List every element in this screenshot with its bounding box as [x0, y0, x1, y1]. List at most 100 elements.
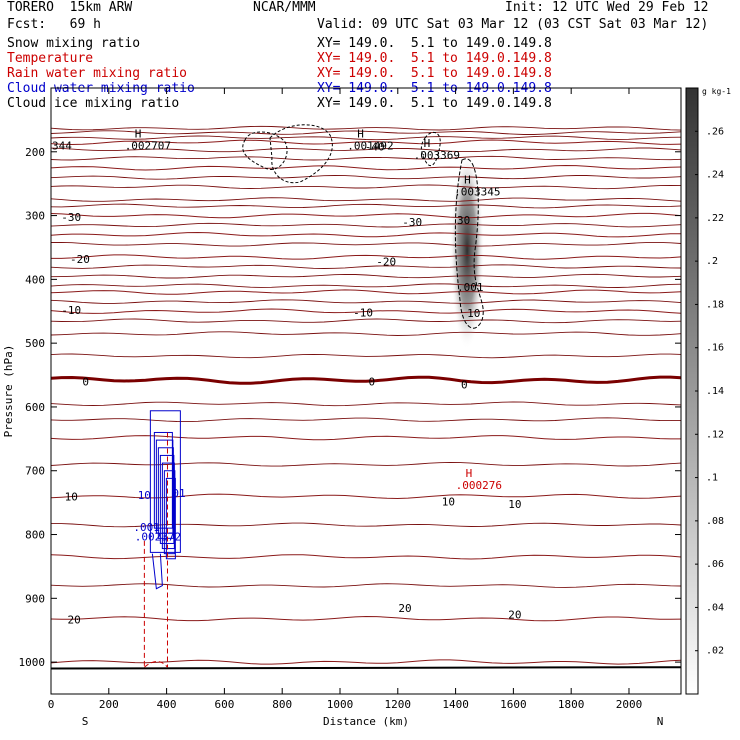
- colorbar-tick-label: .16: [706, 343, 724, 354]
- temperature-contour: [50, 231, 682, 238]
- y-tick-label: 800: [25, 529, 45, 542]
- temperature-label: -10: [353, 307, 373, 320]
- legend-name-cloud-ice: Cloud ice mixing ratio: [7, 96, 180, 111]
- temperature-label: -10: [61, 304, 81, 317]
- legend-xy-cloud-ice: XY= 149.0. 5.1 to 149.0.149.8: [317, 96, 552, 111]
- org-label: NCAR/MMM: [253, 0, 316, 15]
- cloud-water-label: 01: [172, 487, 185, 500]
- temperature-contour: [50, 164, 682, 171]
- isotherm-line: [50, 135, 682, 141]
- legend-name-rain: Rain water mixing ratio: [7, 66, 188, 81]
- isotherm-line: [50, 125, 682, 131]
- temperature-label: 20: [508, 608, 521, 621]
- temperature-contour: [50, 139, 682, 146]
- isotherm-line: [50, 401, 682, 407]
- temperature-label: -30: [61, 211, 81, 224]
- legend-xy-rain: XY= 149.0. 5.1 to 149.0.149.8: [317, 66, 552, 81]
- model-title: TORERO 15km ARW: [7, 0, 133, 15]
- x-axis-label: Distance (km): [323, 715, 409, 728]
- temperature-label: 0: [461, 379, 468, 392]
- cloud-ice-contour: [269, 124, 333, 184]
- high-marker: H: [357, 127, 364, 140]
- isotherm-line: [50, 147, 682, 153]
- cloud-ice-contour: [242, 131, 288, 170]
- isotherm-line: [50, 184, 682, 190]
- isotherm-line: [50, 203, 682, 209]
- colorbar-tick-label: .2: [706, 256, 718, 267]
- temperature-label: 10: [442, 495, 455, 508]
- x-tick-label: 1400: [442, 698, 469, 711]
- colorbar-tick-label: .22: [706, 213, 724, 224]
- cloud-water-contour: [151, 553, 163, 590]
- colorbar-tick-label: .12: [706, 429, 724, 440]
- x-tick-label: 800: [272, 698, 292, 711]
- edge-value-label: 344: [52, 139, 72, 152]
- rain-water-contour: [143, 432, 168, 668]
- temperature-label: -40: [365, 141, 385, 154]
- legend-name-snow: Snow mixing ratio: [7, 36, 141, 51]
- freezing-level-contour: [50, 375, 682, 385]
- colorbar-tick-label: .14: [706, 386, 724, 397]
- colorbar-tick-label: .1: [706, 473, 718, 484]
- plot-frame: [50, 87, 682, 695]
- north-label: N: [657, 715, 664, 728]
- temperature-label: 0: [368, 375, 375, 388]
- colorbar-tick-label: .08: [706, 516, 724, 527]
- isotherm-line: [50, 241, 682, 247]
- valid-time: Valid: 09 UTC Sat 03 Mar 12 (03 CST Sat …: [317, 17, 709, 32]
- y-tick-label: 200: [25, 146, 45, 159]
- legend-name-temperature: Temperature: [7, 51, 94, 66]
- colorbar-tick-label: .18: [706, 299, 724, 310]
- high-value-label: .002707: [125, 139, 171, 152]
- isotherm-line: [50, 299, 682, 304]
- high-marker: H: [466, 467, 473, 480]
- temperature-contour: [50, 554, 682, 560]
- cloud-water-contour: [165, 477, 176, 560]
- isotherm-line: [50, 318, 682, 324]
- cloud-ice-contour: [420, 131, 441, 167]
- surface-line: [50, 666, 682, 670]
- x-tick-label: 0: [48, 698, 55, 711]
- isotherm-line: [50, 583, 682, 588]
- high-value-label: .001492: [347, 139, 393, 152]
- high-value-label: .003345: [454, 185, 500, 198]
- temperature-label: 20: [67, 613, 80, 626]
- forecast-hour: Fcst: 69 h: [7, 17, 101, 32]
- snow-contour-label: 10: [467, 307, 480, 320]
- colorbar-tick-label: .06: [706, 559, 724, 570]
- snow-contour: [454, 158, 484, 329]
- x-tick-label: 1000: [327, 698, 354, 711]
- high-value-label: .000276: [456, 479, 502, 492]
- x-tick-label: 1200: [385, 698, 412, 711]
- isotherm-line: [50, 130, 682, 135]
- y-tick-label: 500: [25, 337, 45, 350]
- temperature-contour: [51, 254, 682, 260]
- colorbar-tick-label: .04: [706, 602, 724, 613]
- y-tick-label: 400: [25, 273, 45, 286]
- high-marker: H: [424, 137, 431, 150]
- isotherm-line: [50, 353, 682, 359]
- cloud-water-label: .001: [133, 521, 160, 534]
- isotherm-line: [50, 222, 682, 228]
- temperature-contour: [50, 435, 681, 441]
- y-tick-label: 600: [25, 401, 45, 414]
- temperature-contour: [50, 615, 682, 622]
- colorbar-units: g kg-1: [702, 87, 731, 96]
- isotherm-line: [50, 197, 682, 202]
- temperature-label: 0: [82, 375, 89, 388]
- high-value-label: .003369: [414, 149, 460, 162]
- isotherm-line: [50, 283, 682, 288]
- isotherm-line: [50, 264, 682, 269]
- temperature-label: -20: [70, 253, 90, 266]
- temperature-contour: [50, 308, 682, 314]
- isotherm-line: [50, 331, 682, 336]
- snow-contour-label: .001: [457, 281, 484, 294]
- high-marker: H: [464, 173, 471, 186]
- init-time: Init: 12 UTC Wed 29 Feb 12: [505, 0, 709, 15]
- cloud-water-contour: [149, 410, 181, 553]
- y-tick-label: 1000: [19, 656, 46, 669]
- temperature-contour: [50, 659, 682, 665]
- temperature-label: 20: [398, 602, 411, 615]
- isotherm-line: [50, 417, 682, 423]
- cloud-water-label: .002372: [135, 530, 181, 543]
